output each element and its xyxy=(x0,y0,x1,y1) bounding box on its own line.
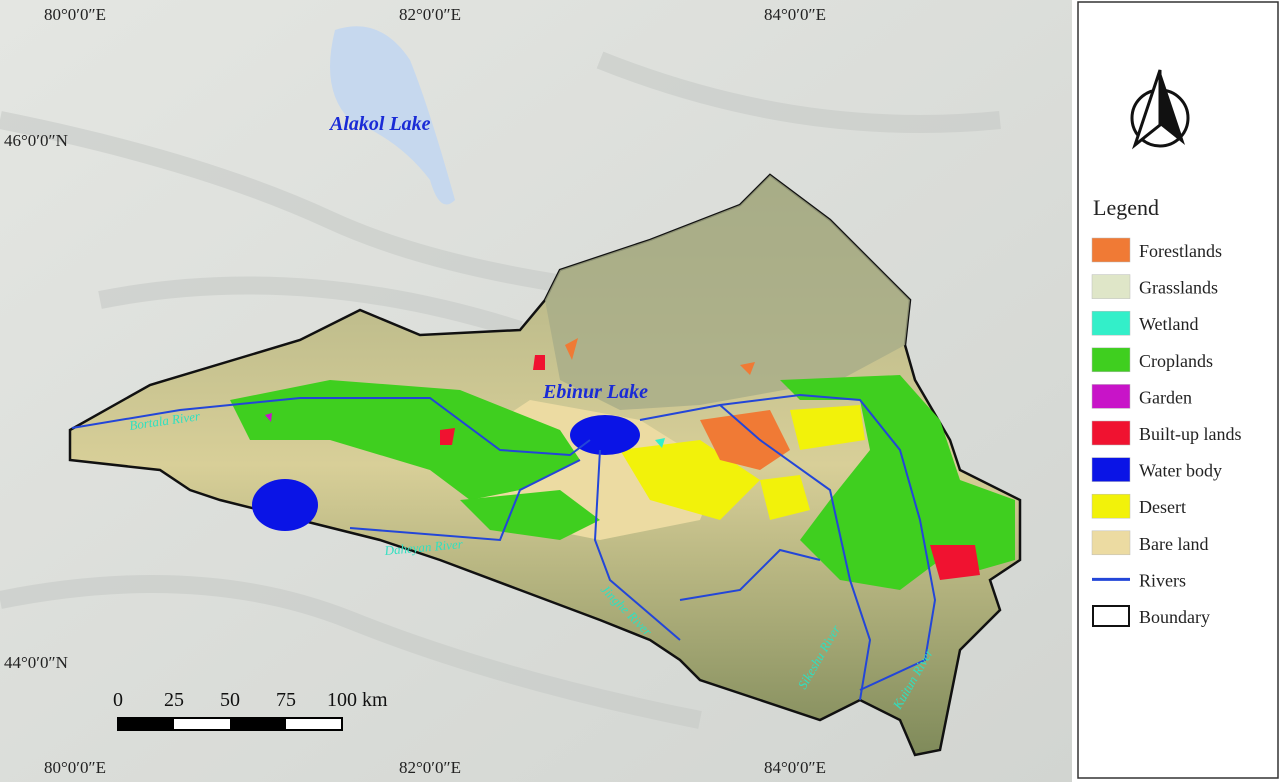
longitude-label: 82°0′0″E xyxy=(399,5,461,24)
legend-swatch xyxy=(1091,310,1131,336)
land-cover xyxy=(230,338,1015,590)
lake-label: Ebinur Lake xyxy=(542,381,648,403)
legend-label: Grasslands xyxy=(1139,278,1218,298)
longitude-label: 80°0′0″E xyxy=(44,758,106,777)
scale-bar-segment xyxy=(230,718,286,730)
river xyxy=(719,404,872,701)
legend-title: Legend xyxy=(1093,195,1159,220)
legend-label: Forestlands xyxy=(1139,241,1222,261)
river xyxy=(349,459,581,542)
latitude-label: 46°0′0″N xyxy=(4,131,68,150)
scale-label: 75 xyxy=(276,689,296,711)
legend-label: Garden xyxy=(1139,387,1192,407)
sayram-lake xyxy=(252,479,318,531)
legend-swatch xyxy=(1091,457,1131,482)
legend-swatch xyxy=(1091,530,1131,556)
latitude-label: 44°0′0″N xyxy=(4,653,68,672)
river-label: Daheyan River xyxy=(383,536,464,558)
river xyxy=(71,397,591,457)
cropland-patch xyxy=(230,380,580,500)
terrain-shade xyxy=(0,51,1001,729)
legend-swatch xyxy=(1091,274,1131,299)
desert-patch xyxy=(790,405,865,450)
scale-bar xyxy=(117,717,343,731)
ebinur-lake xyxy=(570,415,640,455)
wetland-patch xyxy=(655,438,665,448)
north-arrow xyxy=(1130,69,1190,150)
longitude-label: 84°0′0″E xyxy=(764,758,826,777)
legend-label: Croplands xyxy=(1139,351,1213,371)
scale-label: 100 km xyxy=(327,689,388,711)
river xyxy=(639,393,937,691)
scale-label: 0 xyxy=(113,689,123,711)
legend-label: Boundary xyxy=(1139,607,1210,627)
scale-label: 25 xyxy=(164,689,184,711)
legend-swatch xyxy=(1091,347,1131,373)
river xyxy=(593,449,681,641)
alakol-lake xyxy=(330,26,455,205)
legend-swatch xyxy=(1091,493,1131,519)
scale-label: 50 xyxy=(220,689,240,711)
lake-label: Alakol Lake xyxy=(328,113,431,135)
north-arrow-right xyxy=(1160,70,1185,145)
river-network xyxy=(71,393,937,701)
legend-swatch xyxy=(1091,384,1131,409)
longitude-label: 80°0′0″E xyxy=(44,5,106,24)
legend-swatch xyxy=(1091,237,1131,263)
northern-mountains xyxy=(545,175,910,410)
legend-label: Rivers xyxy=(1139,570,1186,590)
legend-swatch xyxy=(1091,420,1131,446)
cropland-patch xyxy=(460,490,600,540)
legend-label: Water body xyxy=(1139,461,1222,481)
river xyxy=(679,548,821,601)
desert-patch xyxy=(760,475,810,520)
longitude-label: 82°0′0″E xyxy=(399,758,461,777)
legend-label: Desert xyxy=(1139,497,1186,517)
scale-bar-segment xyxy=(118,718,174,730)
legend-label: Built-up lands xyxy=(1139,424,1242,444)
legend-swatch xyxy=(1092,605,1130,627)
forest-patch xyxy=(700,410,790,470)
legend-label: Bare land xyxy=(1139,534,1208,554)
garden-patch xyxy=(265,413,272,422)
longitude-label: 84°0′0″E xyxy=(764,5,826,24)
legend-label: Wetland xyxy=(1139,314,1199,334)
cropland-patch xyxy=(780,375,1015,590)
